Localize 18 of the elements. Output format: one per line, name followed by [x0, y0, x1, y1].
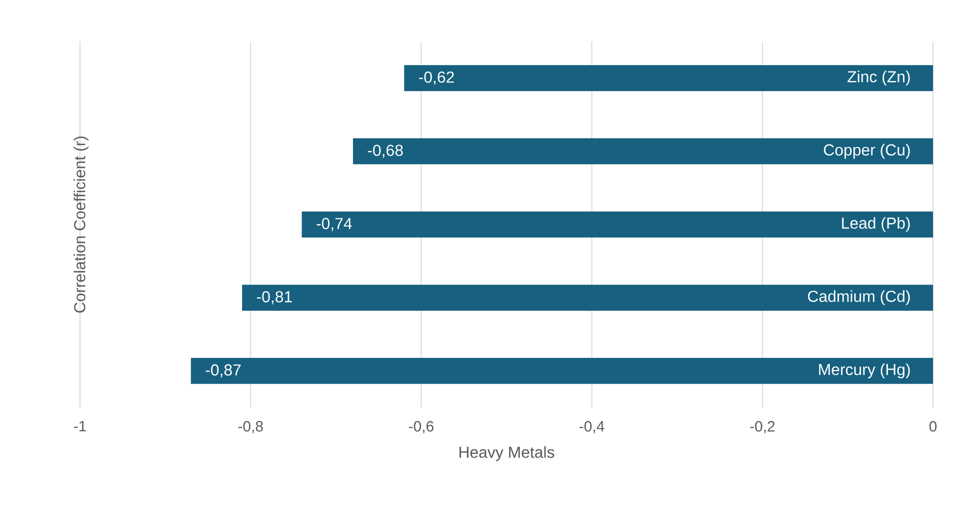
y-tick-label: Lead (Pb)	[842, 217, 910, 232]
y-tick-label: Cadmium (Cd)	[808, 290, 910, 306]
x-tick-label: -0,6	[408, 421, 434, 434]
x-tick-label: -0,8	[238, 421, 263, 434]
data-label: -0,81	[256, 291, 292, 304]
x-tick-label: -0,2	[750, 421, 775, 434]
data-label: -0,62	[419, 72, 454, 85]
x-tick-label: -1	[74, 421, 86, 432]
data-label: -0,68	[368, 144, 403, 158]
data-label: -0,74	[316, 218, 352, 232]
y-tick-label: Copper (Cu)	[824, 144, 910, 159]
x-tick-label: -0,4	[580, 421, 604, 434]
y-tick-label: Mercury (Hg)	[819, 363, 910, 378]
x-axis-title: Heavy Metals	[460, 446, 554, 462]
data-label: -0,87	[206, 364, 241, 378]
y-axis-title: Correlation Coefficient (r)	[74, 136, 88, 313]
y-tick-label: Zinc (Zn)	[848, 70, 910, 86]
x-tick-label: 0	[929, 421, 937, 432]
